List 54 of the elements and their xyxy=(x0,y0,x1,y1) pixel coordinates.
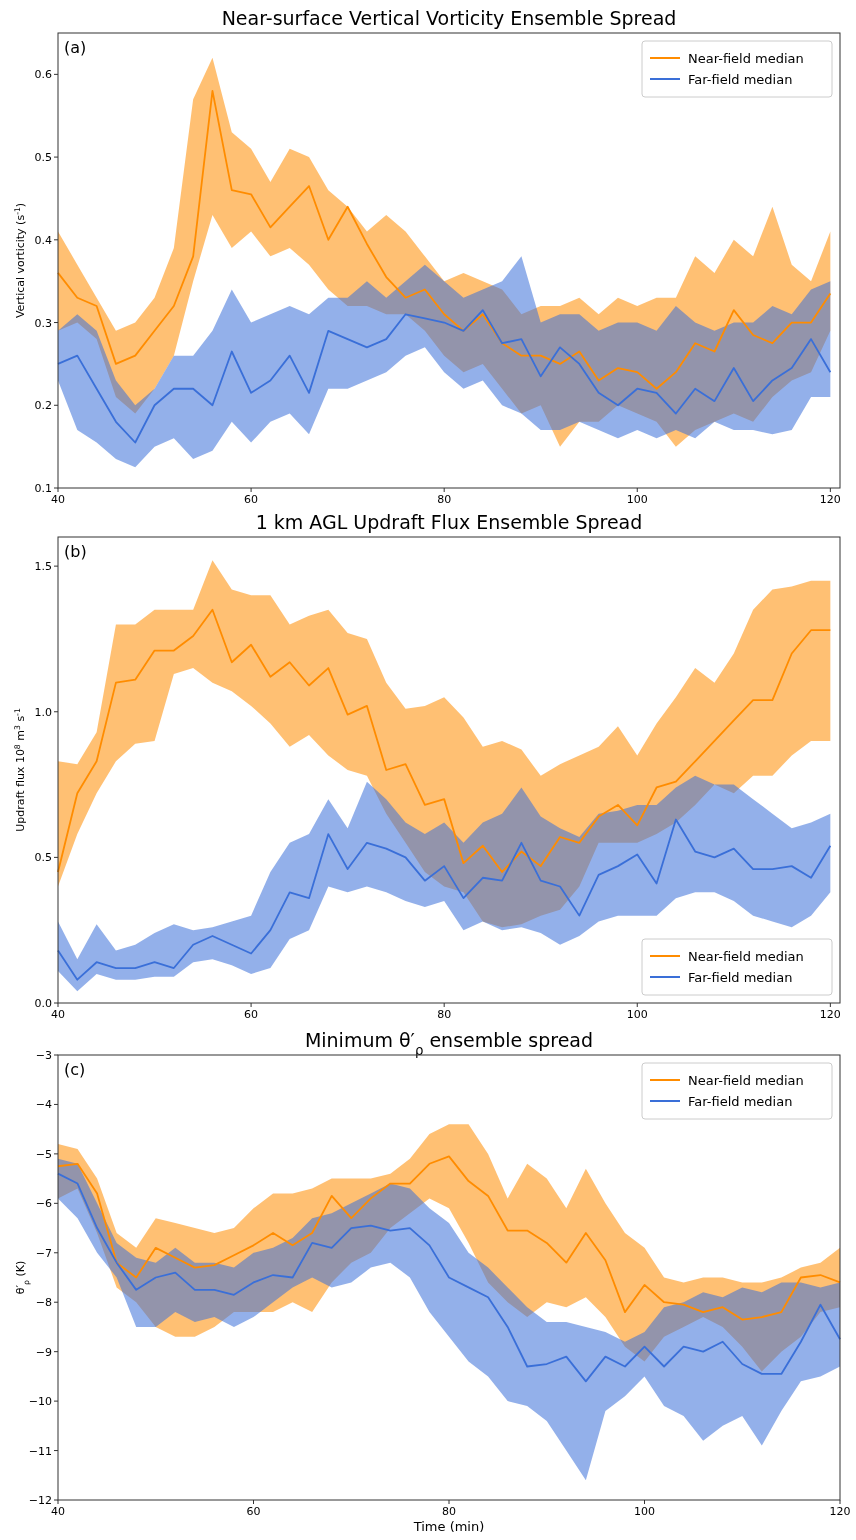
y-tick-label: −11 xyxy=(28,1444,52,1458)
y-tick-label: 0.0 xyxy=(34,997,52,1010)
x-tick-label: 100 xyxy=(626,493,648,506)
x-tick-label: 80 xyxy=(437,493,452,506)
x-tick-label: 80 xyxy=(442,1505,456,1518)
line-series xyxy=(57,1172,841,1383)
x-tick-label: 120 xyxy=(829,1505,851,1518)
y-tick-label: −10 xyxy=(28,1395,52,1409)
legend-label: Near-field median xyxy=(688,51,804,66)
y-tick-label: −6 xyxy=(35,1197,52,1211)
chart-title: Minimum θ′$_{ρ}$ ensemble spread xyxy=(304,1029,594,1058)
x-tick-label: 60 xyxy=(244,1008,259,1021)
x-tick-label: 120 xyxy=(819,493,841,506)
y-tick-label: −7 xyxy=(35,1246,52,1260)
annotation: (c) xyxy=(64,1060,86,1079)
line-series xyxy=(57,1155,841,1321)
line-series xyxy=(57,309,832,444)
y-tick-label: 1.5 xyxy=(34,560,52,574)
y-tick-label: −8 xyxy=(35,1296,52,1310)
legend-label: Near-field median xyxy=(688,1073,804,1088)
y-tick-label: 0.5 xyxy=(34,851,52,865)
line-series xyxy=(57,608,832,873)
y-tick-label: 1.0 xyxy=(34,705,52,719)
legend-label: Near-field median xyxy=(688,949,804,964)
annotation: (a) xyxy=(64,38,87,57)
line-series xyxy=(57,818,832,981)
x-tick-label: 40 xyxy=(51,1008,65,1021)
x-tick-label: 60 xyxy=(246,1505,261,1518)
x-tick-label: 40 xyxy=(51,1505,65,1518)
x-tick-label: 80 xyxy=(437,1008,452,1021)
x-tick-label: 40 xyxy=(51,493,65,506)
x-tick-label: 120 xyxy=(819,1008,841,1021)
chart-title: Near-surface Vertical Vorticity Ensemble Spread xyxy=(221,7,677,29)
y-tick-label: 0.1 xyxy=(34,482,52,495)
x-tick-label: 60 xyxy=(244,493,259,506)
chart-title: 1 km AGL Updraft Flux Ensemble Spread xyxy=(255,511,643,533)
legend-label: Far-field median xyxy=(688,72,793,87)
y-tick-label: −3 xyxy=(35,1049,52,1062)
y-tick-label: −5 xyxy=(35,1147,52,1161)
y-tick-label: −12 xyxy=(28,1494,52,1507)
y-tick-label: −9 xyxy=(35,1345,52,1359)
line-series xyxy=(57,90,832,390)
annotation: (b) xyxy=(64,542,87,561)
y-tick-label: 0.5 xyxy=(34,151,52,165)
y-tick-label: −4 xyxy=(35,1098,52,1112)
y-tick-label: 0.2 xyxy=(34,399,52,413)
x-tick-label: 100 xyxy=(634,1505,655,1518)
y-tick-label: 0.6 xyxy=(34,68,52,82)
y-tick-label: 0.3 xyxy=(34,316,52,330)
x-tick-label: 100 xyxy=(626,1008,648,1021)
legend-label: Far-field median xyxy=(688,970,793,985)
y-tick-label: 0.4 xyxy=(34,233,52,247)
x-axis-title: Time (min) xyxy=(412,1519,485,1534)
legend-label: Far-field median xyxy=(688,1094,793,1109)
